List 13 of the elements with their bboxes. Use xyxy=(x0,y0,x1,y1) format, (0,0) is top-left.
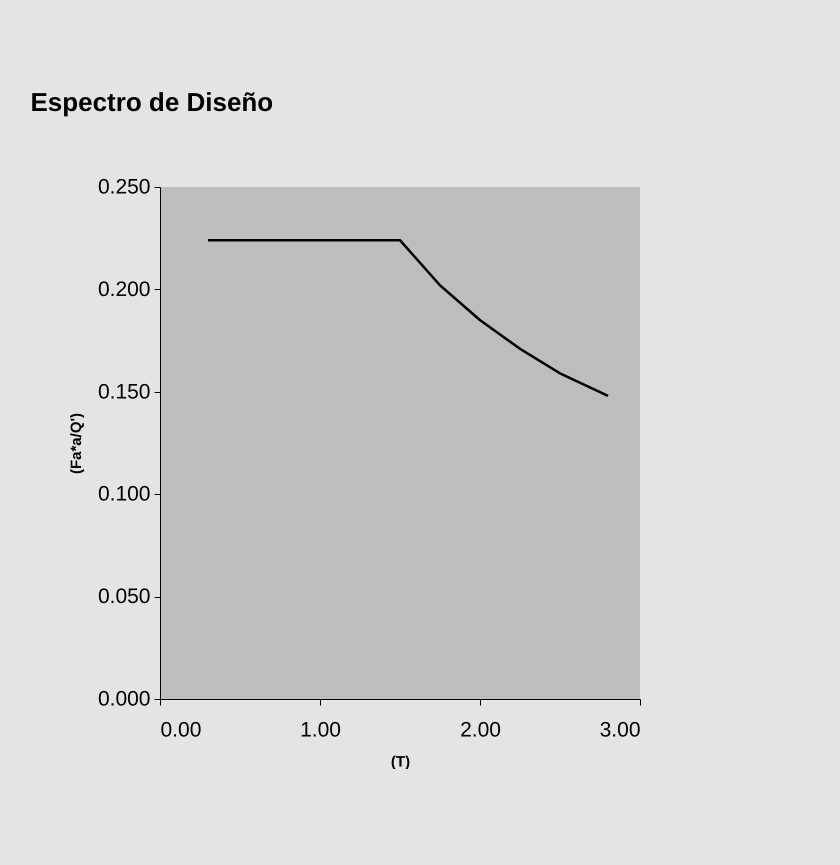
line-series xyxy=(206,239,610,398)
x-tick-label: 2.00 xyxy=(460,718,501,742)
chart-title: Espectro de Diseño xyxy=(30,87,274,117)
y-tick-label: 0.200 xyxy=(98,278,150,301)
y-axis-title: (Fa*a/Q') xyxy=(68,412,85,474)
x-tick-label: 0.00 xyxy=(160,718,202,742)
x-tick-label: 1.00 xyxy=(300,718,341,742)
y-tick-label: 0.000 xyxy=(98,688,150,710)
x-tick-label: 3.00 xyxy=(600,718,640,742)
y-tick-label: 0.150 xyxy=(98,380,150,404)
y-tick-label: 0.250 xyxy=(98,176,150,198)
y-tick-label: 0.100 xyxy=(98,482,150,506)
y-tick-label: 0.050 xyxy=(98,585,150,608)
